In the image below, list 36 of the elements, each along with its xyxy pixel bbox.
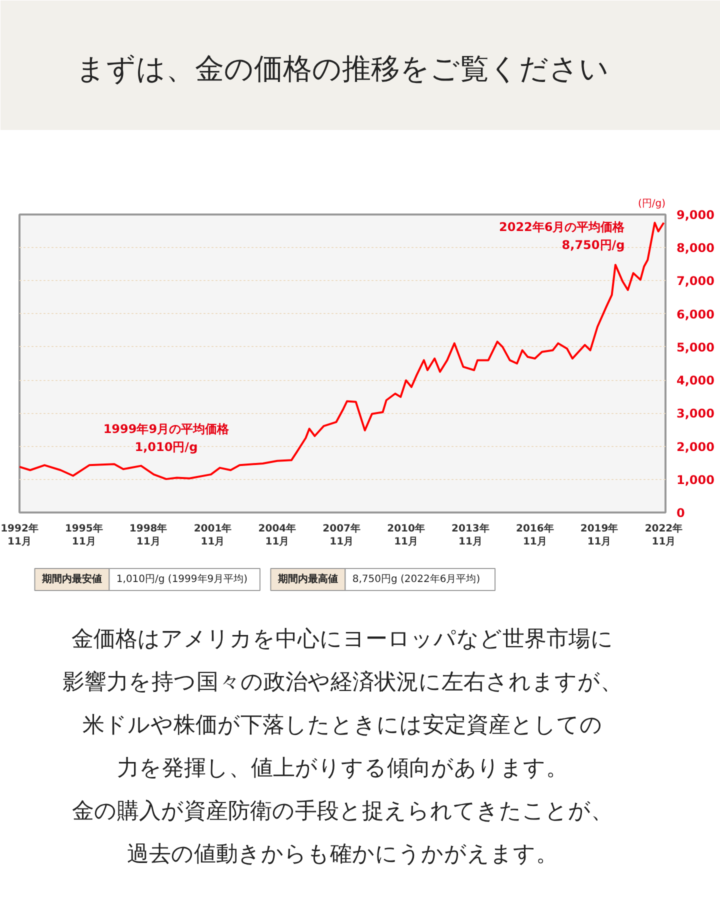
y-tick-label: 9,000	[676, 208, 714, 222]
x-tick-label: 2013年 11月	[452, 522, 490, 548]
text: 金の購入が資産防衛の手段と捉えられてきたことが、	[72, 799, 613, 824]
y-tick-label: 5,000	[676, 340, 714, 354]
y-tick-label: 8,000	[676, 241, 714, 256]
x-tick-label: 2004年 11月	[258, 522, 296, 548]
y-tick-label: 6,000	[676, 307, 714, 322]
x-tick-label: 2016年 11月	[516, 522, 554, 548]
x-tick-label: 1998年 11月	[129, 522, 168, 548]
x-tick-label: 2007年 11月	[322, 522, 361, 548]
text: 力を発揮し、値上がりする傾向があります。	[117, 756, 568, 781]
y-tick-label: 0	[676, 506, 685, 520]
text: 過去の値動きからも確かにうかがえます。	[127, 842, 558, 867]
text: 期間内最高値	[276, 573, 338, 585]
x-tick-label: 2001年 11月	[194, 522, 232, 548]
y-tick-label: 3,000	[676, 406, 714, 421]
y-tick-label: 1,000	[676, 472, 714, 487]
x-tick-label: 1992年 11月	[0, 522, 38, 548]
y-tick-label: 4,000	[676, 374, 714, 388]
annotation: 1999年9月の平均価格 1,010円/g	[103, 422, 230, 454]
text: 金価格はアメリカを中心にヨーロッパなど世界市場に	[72, 627, 614, 652]
y-axis-title: (円/g)	[638, 198, 666, 210]
chart-title: まずは、金の価格の推移をご覧ください	[76, 52, 609, 86]
annotation: 2022年6月の平均価格 8,750円/g	[498, 220, 626, 252]
x-tick-label: 2019年 11月	[580, 522, 618, 548]
text: 期間内最安値	[40, 573, 102, 585]
y-tick-label: 7,000	[676, 274, 714, 288]
x-tick-label: 2010年 11月	[387, 522, 425, 548]
text: 1,010円/g (1999年9月平均)	[116, 573, 248, 585]
text: 米ドルや株価が下落したときには安定資産としての	[82, 713, 602, 738]
line-series	[20, 222, 665, 480]
x-tick-label: 1995年 11月	[64, 522, 103, 548]
text: 影響力を持つ国々の政治や経済状況に左右されますが、	[62, 670, 622, 695]
text: 8,750円g (2022年6月平均)	[352, 573, 480, 585]
y-tick-label: 2,000	[676, 440, 714, 454]
x-tick-label: 2022年 11月	[644, 522, 683, 548]
